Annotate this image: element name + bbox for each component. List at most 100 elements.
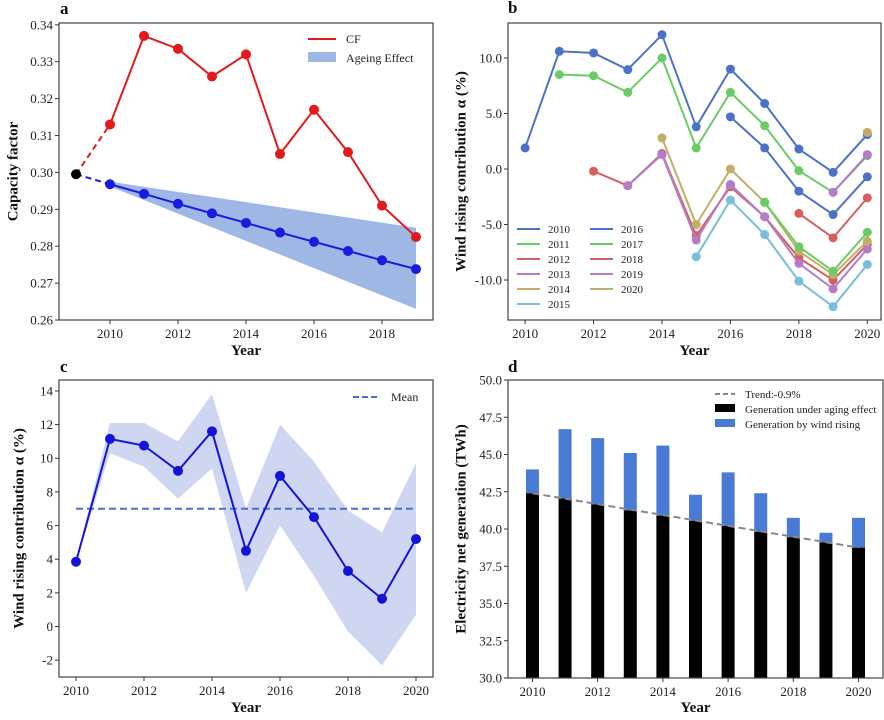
data-point xyxy=(275,227,285,238)
y-tick-label: 45.0 xyxy=(479,447,502,462)
x-tick-label: 2012 xyxy=(165,326,191,341)
y-tick-label: 42.5 xyxy=(479,484,502,499)
x-axis-label: Year xyxy=(681,700,711,716)
data-point xyxy=(411,264,421,275)
y-tick-label: 10.0 xyxy=(479,50,502,65)
data-point xyxy=(411,534,421,545)
data-point xyxy=(309,236,319,247)
legend-label: 2019 xyxy=(621,269,644,281)
plot-frame xyxy=(58,379,434,678)
series-dashed-segment xyxy=(75,173,111,186)
y-tick-label: -2 xyxy=(42,653,53,668)
data-point xyxy=(862,127,872,137)
bar-wind-rising xyxy=(754,493,768,532)
x-tick-label: 2012 xyxy=(585,684,611,699)
data-point xyxy=(623,181,633,191)
bar-aging-effect xyxy=(819,542,833,678)
data-point xyxy=(589,166,599,176)
data-point xyxy=(623,65,633,75)
x-tick-label: 2014 xyxy=(650,684,677,699)
y-tick-label: 8 xyxy=(47,484,54,499)
data-point xyxy=(173,198,183,209)
data-point xyxy=(657,53,667,63)
series-line-ageing xyxy=(109,183,417,271)
x-tick-label: 2010 xyxy=(63,683,89,698)
data-point xyxy=(554,46,564,56)
data-point xyxy=(760,212,770,222)
x-tick-label: 2018 xyxy=(335,683,361,698)
panel-d: d 2010 2012 2014 2016 2018 2020 30.0 32.5 35.0 37.… xyxy=(453,357,884,716)
series-line-2015 xyxy=(695,198,869,309)
legend-aging-swatch xyxy=(715,404,735,412)
data-point xyxy=(862,172,872,182)
panel-letter: b xyxy=(508,0,517,17)
bar-wind-rising xyxy=(786,517,800,538)
legend-label: 2020 xyxy=(621,284,644,296)
data-point xyxy=(139,188,149,199)
ageing-effect-band xyxy=(110,181,416,309)
data-point xyxy=(828,167,838,177)
legend-label: 2015 xyxy=(548,299,571,311)
data-point xyxy=(725,87,735,97)
legend-label: Generation by wind rising xyxy=(745,419,861,431)
y-tick-label: 2 xyxy=(47,585,54,600)
data-point xyxy=(657,150,667,160)
y-tick-label: 6 xyxy=(47,518,54,533)
x-tick-label: 2010 xyxy=(97,326,123,341)
data-point xyxy=(309,512,319,523)
x-tick-label: 2020 xyxy=(403,683,429,698)
bar-wind-rising xyxy=(558,429,572,499)
data-point xyxy=(309,104,319,115)
data-point xyxy=(207,426,217,437)
x-axis-label: Year xyxy=(231,343,261,359)
data-point xyxy=(862,259,872,269)
bar-wind-rising xyxy=(591,438,605,505)
y-tick-label: 10 xyxy=(40,451,53,466)
y-tick-label: 0.27 xyxy=(30,276,53,291)
y-tick-label: 35.0 xyxy=(479,596,502,611)
data-point xyxy=(173,465,183,476)
data-point xyxy=(275,148,285,159)
x-axis-label: Year xyxy=(680,343,710,359)
legend-label: 2018 xyxy=(621,254,644,266)
bar-aging-effect xyxy=(786,537,800,678)
legend-label: 2013 xyxy=(548,269,571,281)
bar-wind-rising xyxy=(656,445,670,516)
data-point xyxy=(760,98,770,108)
panel-letter: a xyxy=(60,0,69,18)
data-point xyxy=(343,147,353,158)
bar-wind-rising xyxy=(689,494,702,521)
data-point xyxy=(862,150,872,160)
bar-aging-effect xyxy=(754,531,768,678)
panel-letter: d xyxy=(508,357,518,376)
series-line-2013 xyxy=(627,152,869,291)
data-point xyxy=(862,244,872,254)
x-tick-label: 2014 xyxy=(233,326,260,341)
x-tick-label: 2016 xyxy=(267,683,294,698)
legend-label: 2011 xyxy=(548,239,570,251)
y-tick-label: 37.5 xyxy=(479,559,502,574)
series-line-2016 xyxy=(729,116,869,216)
data-point xyxy=(343,246,353,257)
trend-line xyxy=(532,492,859,549)
data-point xyxy=(241,49,251,60)
plot-frame xyxy=(507,379,884,679)
data-point xyxy=(520,143,530,153)
data-point xyxy=(725,64,735,74)
y-tick-label: 32.5 xyxy=(479,633,502,648)
x-tick-label: 2016 xyxy=(301,326,328,341)
data-point xyxy=(828,284,838,294)
series-line-2019 xyxy=(832,153,869,193)
bar-aging-effect xyxy=(591,504,605,678)
x-tick-label: 2012 xyxy=(131,683,157,698)
data-point xyxy=(657,30,667,40)
data-point xyxy=(794,258,804,268)
y-tick-label: 0.30 xyxy=(30,165,53,180)
data-point xyxy=(691,235,701,245)
plot-frame xyxy=(507,22,882,321)
bar-wind-rising xyxy=(819,532,833,543)
y-tick-label: 30.0 xyxy=(479,671,502,686)
data-point xyxy=(794,186,804,196)
y-axis-label: Electricity net generation (TWh) xyxy=(453,424,469,634)
y-tick-label: 0.29 xyxy=(30,202,53,217)
